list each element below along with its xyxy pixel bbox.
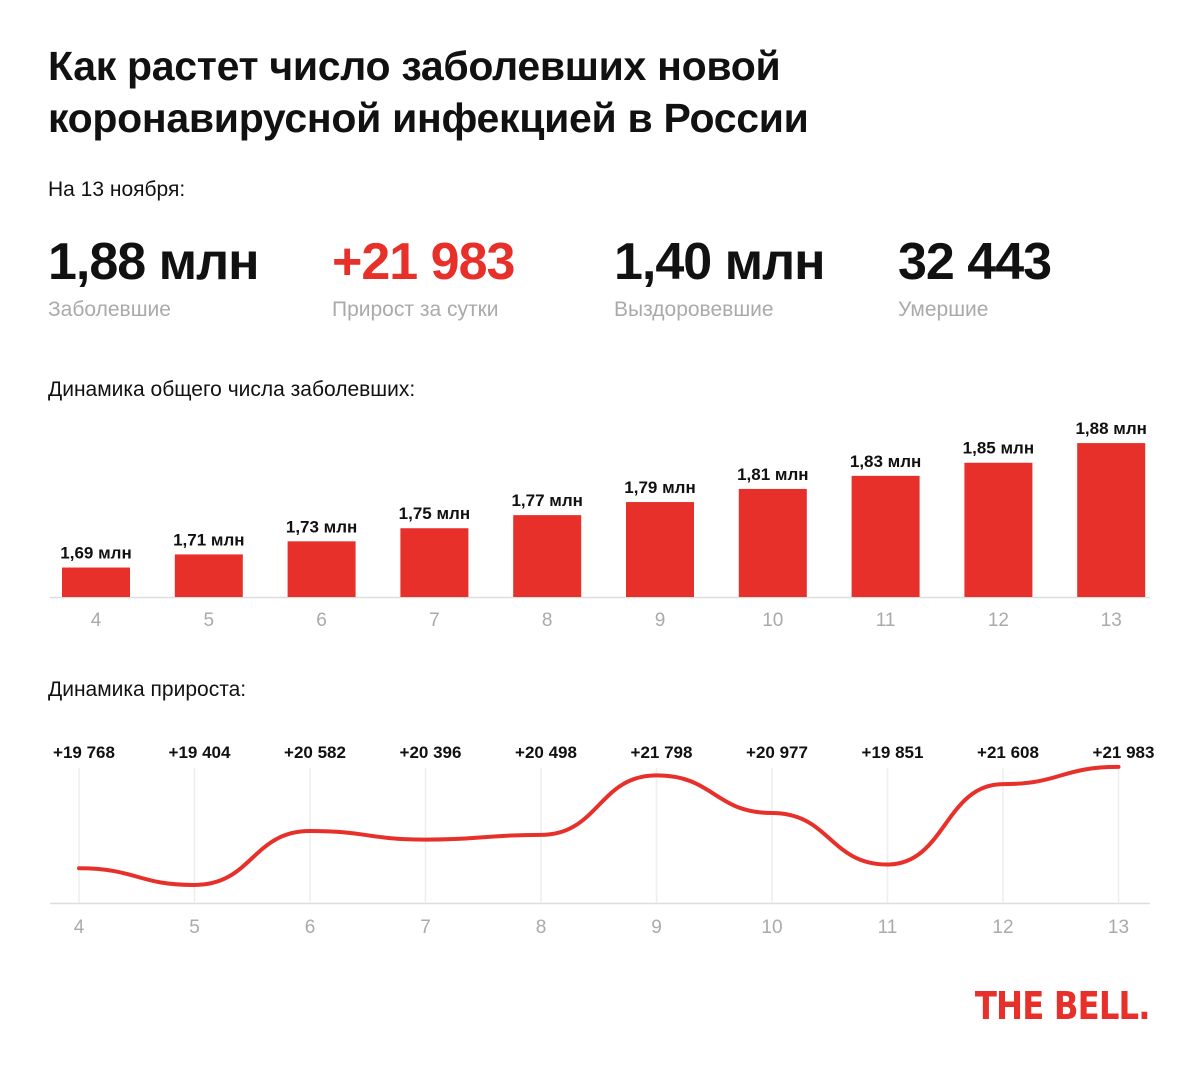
x-tick-label: 5 <box>204 610 215 631</box>
bar-data-label: 1,83 млн <box>850 452 921 471</box>
line-chart-title: Динамика прироста: <box>48 678 247 701</box>
x-tick-label: 6 <box>305 917 316 938</box>
x-tick-label: 8 <box>536 917 547 938</box>
x-tick-label: 9 <box>655 610 666 631</box>
bar-data-label: 1,69 млн <box>60 544 131 563</box>
line-data-label: +19 768 <box>53 743 115 762</box>
stat-deaths: 32 443 Умершие <box>898 232 1052 322</box>
x-tick-label: 11 <box>878 917 898 938</box>
line-data-label: +21 798 <box>631 743 693 762</box>
bar-chart-title: Динамика общего числа заболевших: <box>48 378 416 401</box>
bar <box>851 475 920 597</box>
bar <box>62 567 130 597</box>
x-tick-label: 4 <box>91 610 102 631</box>
bar <box>738 488 807 597</box>
bar-data-label: 1,75 млн <box>399 504 470 523</box>
x-tick-label: 9 <box>651 917 662 938</box>
x-tick-label: 12 <box>988 610 1009 631</box>
title-line-1: Как растет число заболевших новой <box>48 43 781 89</box>
bar <box>513 515 582 597</box>
x-tick-label: 6 <box>316 610 327 631</box>
stat-label: Умершие <box>898 298 989 321</box>
x-tick-label: 8 <box>542 610 553 631</box>
title-line-2: коронавирусной инфекцией в России <box>48 95 809 141</box>
x-tick-label: 11 <box>876 610 896 631</box>
x-tick-label: 10 <box>762 610 783 631</box>
stat-label: Прирост за сутки <box>332 298 499 321</box>
stat-label: Заболевшие <box>48 298 171 321</box>
x-tick-label: 7 <box>429 610 440 631</box>
stat-daily-increase: +21 983 Прирост за сутки <box>332 232 515 322</box>
x-tick-label: 5 <box>189 917 200 938</box>
x-tick-label: 13 <box>1108 917 1129 938</box>
stat-value: 1,40 млн <box>614 233 826 291</box>
bar-data-label: 1,77 млн <box>511 491 582 510</box>
x-tick-label: 10 <box>761 917 782 938</box>
line-data-label: +20 396 <box>400 743 462 762</box>
x-tick-label: 12 <box>992 917 1013 938</box>
bar-data-label: 1,88 млн <box>1075 419 1146 438</box>
line-data-label: +21 983 <box>1093 743 1155 762</box>
bar-data-label: 1,79 млн <box>624 478 695 497</box>
bar-data-label: 1,73 млн <box>286 517 357 536</box>
line-data-label: +19 851 <box>862 743 924 762</box>
line-data-label: +20 977 <box>746 743 808 762</box>
x-tick-label: 7 <box>420 917 431 938</box>
stat-value: 32 443 <box>898 233 1052 291</box>
line-data-label: +21 608 <box>977 743 1039 762</box>
stat-value: +21 983 <box>332 233 515 291</box>
line-data-label: +20 498 <box>515 743 577 762</box>
stat-value: 1,88 млн <box>48 233 260 291</box>
stat-cases: 1,88 млн Заболевшие <box>48 232 260 322</box>
the-bell-logo: THE BELL. <box>975 984 1151 1028</box>
bar-data-label: 1,85 млн <box>963 439 1034 458</box>
chart-title: Как растет число заболевших новой коронав… <box>48 40 809 144</box>
bar <box>174 554 243 597</box>
bar <box>626 502 694 597</box>
stat-recovered: 1,40 млн Выздоровевшие <box>614 232 826 322</box>
bar-data-label: 1,71 млн <box>173 530 244 549</box>
increase-line <box>77 764 1121 887</box>
date-label: На 13 ноября: <box>48 178 186 201</box>
stat-label: Выздоровевшие <box>614 298 774 321</box>
bar-data-label: 1,81 млн <box>737 465 808 484</box>
x-tick-label: 4 <box>74 917 85 938</box>
line-data-label: +20 582 <box>284 743 346 762</box>
bar <box>287 541 356 597</box>
x-tick-label: 13 <box>1101 610 1122 631</box>
line-data-label: +19 404 <box>169 743 231 762</box>
bar <box>400 528 469 597</box>
bar <box>1077 443 1146 597</box>
bar <box>964 462 1033 597</box>
